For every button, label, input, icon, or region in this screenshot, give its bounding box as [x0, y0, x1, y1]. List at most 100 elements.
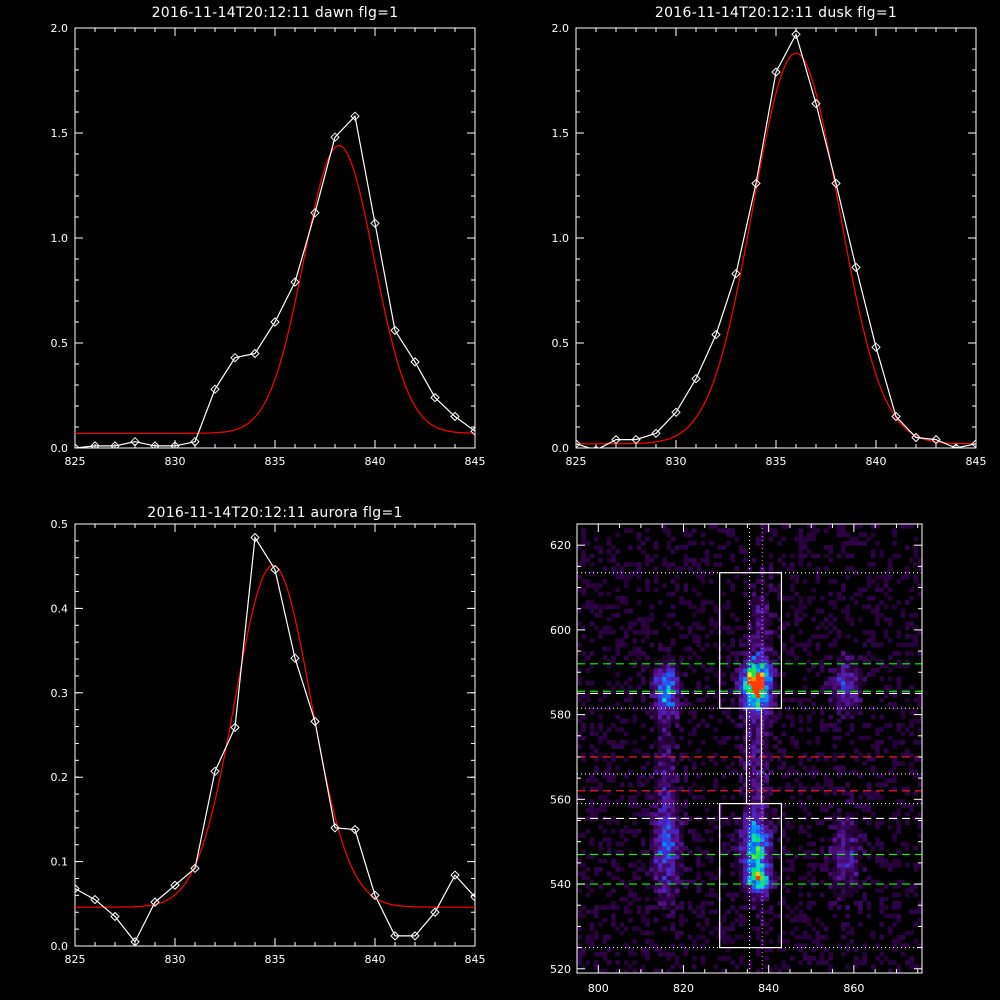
heatmap-cell — [726, 892, 731, 898]
heatmap-cell — [640, 930, 646, 936]
heatmap-cell — [598, 629, 603, 635]
heatmap-cell — [819, 752, 825, 758]
heatmap-cell — [755, 905, 761, 910]
heatmap-cell — [768, 617, 774, 622]
heatmap-cell — [696, 655, 701, 660]
heatmap-cell — [606, 761, 612, 766]
heatmap-cell — [849, 841, 855, 847]
heatmap-cell — [709, 617, 714, 622]
heatmap-cell — [683, 528, 689, 533]
heatmap-cell — [866, 875, 872, 881]
heatmap-cell — [849, 672, 855, 677]
heatmap-cell — [883, 905, 889, 910]
heatmap-cell — [589, 909, 595, 915]
heatmap-cell — [892, 913, 897, 919]
heatmap-cell — [785, 612, 791, 618]
heatmap-cell — [785, 651, 791, 656]
heatmap-cell — [845, 905, 850, 910]
heatmap-cell — [896, 879, 902, 885]
heatmap-cell — [666, 680, 672, 686]
heatmap-cell — [602, 604, 608, 610]
heatmap-cell — [602, 566, 608, 571]
heatmap-cell — [743, 812, 748, 817]
heatmap-cell — [747, 752, 753, 758]
heatmap-cell — [657, 812, 663, 817]
heatmap-cell — [666, 706, 672, 711]
heatmap-cell — [841, 663, 846, 669]
heatmap-cell — [666, 612, 672, 618]
heatmap-cell — [789, 917, 795, 923]
heatmap-cell — [743, 879, 748, 885]
heatmap-cell — [640, 841, 646, 847]
heatmap-cell — [619, 841, 625, 847]
heatmap-cell — [862, 642, 868, 648]
heatmap-cell — [789, 735, 795, 741]
heatmap-cell — [811, 693, 816, 699]
heatmap-cell — [581, 756, 586, 762]
heatmap-cell — [841, 871, 846, 876]
heatmap-cell — [747, 795, 753, 800]
heatmap-cell — [602, 629, 608, 635]
heatmap-cell — [670, 909, 676, 915]
heatmap-cell — [870, 562, 876, 567]
heatmap-cell — [751, 782, 757, 788]
heatmap-cell — [917, 820, 922, 826]
heatmap-cell — [768, 812, 774, 817]
heatmap-cell — [670, 562, 676, 567]
heatmap-cell — [879, 549, 885, 555]
heatmap-cell — [726, 833, 731, 838]
heatmap-cell — [866, 913, 872, 919]
heatmap-cell — [789, 765, 795, 771]
heatmap-cell — [811, 926, 816, 932]
heatmap-cell — [674, 871, 680, 876]
heatmap-cell — [577, 718, 582, 724]
heatmap-cell — [645, 930, 650, 936]
heatmap-cell — [836, 596, 842, 601]
heatmap-cell — [798, 892, 804, 898]
heatmap-cell — [623, 718, 629, 724]
heatmap-cell — [892, 892, 897, 898]
heatmap-cell — [657, 765, 663, 771]
heatmap-cell — [870, 934, 876, 940]
heatmap-cell — [687, 701, 693, 707]
heatmap-cell — [692, 587, 697, 593]
heatmap-cell — [751, 744, 757, 749]
heatmap-cell — [772, 807, 778, 813]
heatmap-cell — [909, 710, 914, 716]
heatmap-cell — [849, 837, 855, 843]
heatmap-cell — [909, 651, 914, 656]
heatmap-cell — [879, 714, 885, 720]
heatmap-cell — [594, 731, 599, 737]
heatmap-cell — [768, 854, 774, 860]
heatmap-cell — [853, 850, 859, 855]
heatmap-cell — [836, 828, 842, 834]
heatmap-cell — [645, 752, 650, 758]
heatmap-cell — [657, 668, 663, 673]
heatmap-cell — [743, 875, 748, 881]
heatmap-cell — [717, 718, 723, 724]
heatmap-cell — [858, 960, 863, 965]
heatmap-cell — [802, 786, 808, 792]
heatmap-cell — [892, 773, 897, 779]
heatmap-cell — [755, 574, 761, 580]
heatmap-cell — [828, 845, 833, 851]
heatmap-cell — [657, 947, 663, 953]
heatmap-cell — [785, 875, 791, 881]
heatmap-cell — [909, 765, 914, 771]
heatmap-cell — [602, 956, 608, 961]
heatmap-cell — [777, 900, 782, 906]
heatmap-cell — [815, 608, 821, 614]
heatmap-cell — [870, 634, 876, 639]
heatmap-cell — [679, 672, 684, 677]
heatmap-cell — [802, 854, 808, 860]
heatmap-cell — [764, 701, 770, 707]
heatmap-cell — [738, 549, 744, 555]
heatmap-cell — [632, 828, 638, 834]
heatmap-cell — [892, 761, 897, 766]
heatmap-cell — [619, 867, 625, 872]
heatmap-cell — [900, 803, 906, 809]
heatmap-cell — [892, 706, 897, 711]
heatmap-cell — [674, 676, 680, 682]
heatmap-cell — [785, 782, 791, 788]
heatmap-cell — [666, 625, 672, 631]
